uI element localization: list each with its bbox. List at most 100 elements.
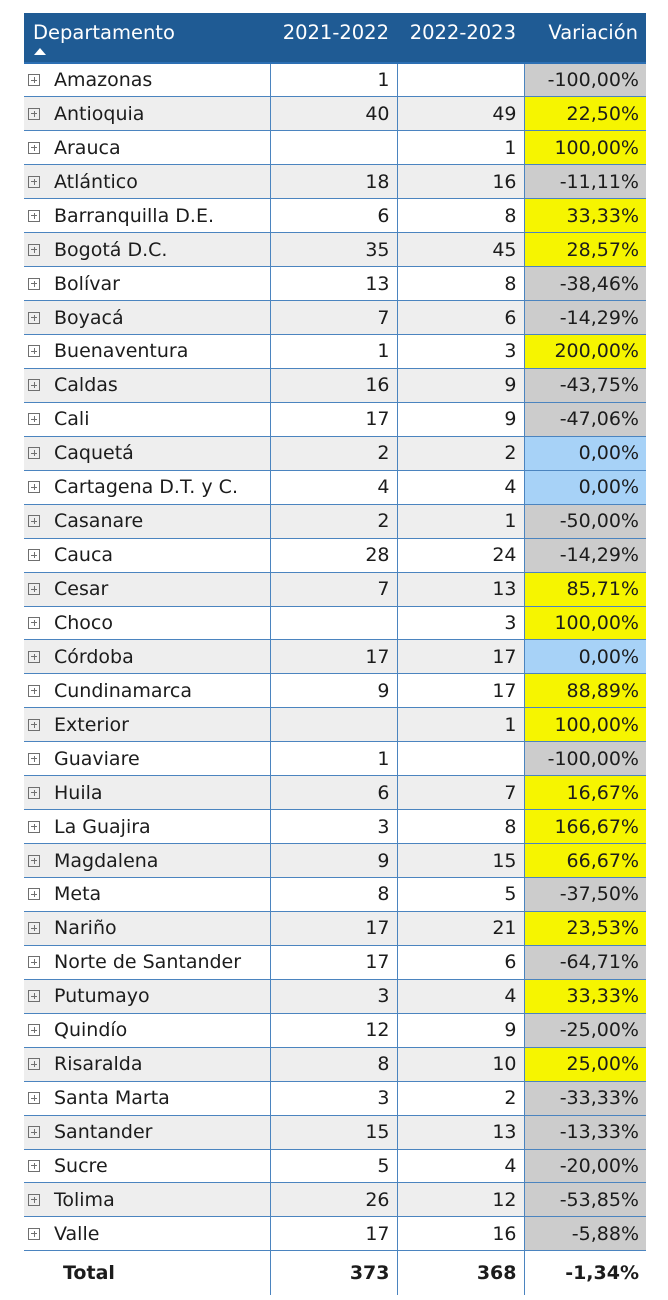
variacion-value: 28,57%	[523, 232, 646, 268]
matrix-visual: Departamento 2021-2022 2022-2023 Variaci…	[24, 13, 646, 1295]
departamento-label: Meta	[54, 883, 102, 906]
expand-plus-icon[interactable]	[28, 243, 40, 256]
expand-plus-icon[interactable]	[28, 107, 40, 120]
departamento-cell: Valle	[24, 1216, 270, 1252]
expand-plus-icon[interactable]	[28, 650, 40, 663]
value-2021-2022: 8	[269, 1047, 397, 1082]
expand-plus-icon[interactable]	[28, 515, 40, 528]
variacion-value: -100,00%	[523, 741, 646, 777]
value-2022-2023: 6	[396, 300, 524, 335]
expand-plus-icon[interactable]	[28, 413, 40, 426]
departamento-label: Norte de Santander	[54, 951, 242, 974]
expand-plus-icon[interactable]	[28, 345, 40, 358]
variacion-value: 22,50%	[523, 96, 646, 132]
table-row: Guaviare 1 -100,00%	[24, 741, 646, 777]
expand-plus-icon[interactable]	[28, 447, 40, 460]
table-row: Valle 17 16 -5,88%	[24, 1216, 646, 1252]
column-header-departamento[interactable]: Departamento	[24, 13, 270, 64]
value-2021-2022: 18	[269, 164, 397, 200]
table-row: Magdalena 9 15 66,67%	[24, 843, 646, 878]
variacion-value: -100,00%	[523, 63, 646, 98]
value-2021-2022	[269, 707, 397, 743]
expand-plus-icon[interactable]	[28, 277, 40, 290]
value-2021-2022: 35	[269, 232, 397, 268]
expand-plus-icon[interactable]	[28, 583, 40, 596]
value-2022-2023: 9	[396, 1013, 524, 1048]
expand-plus-icon[interactable]	[28, 549, 40, 562]
expand-plus-icon[interactable]	[28, 311, 40, 324]
value-2022-2023: 6	[396, 945, 524, 980]
expand-plus-icon[interactable]	[28, 888, 40, 901]
table-row: Bogotá D.C. 35 45 28,57%	[24, 232, 646, 268]
expand-plus-icon[interactable]	[28, 956, 40, 969]
departamento-cell: Barranquilla D.E.	[24, 198, 270, 234]
departamento-label: Quindío	[54, 1019, 128, 1042]
expand-plus-icon[interactable]	[28, 752, 40, 765]
variacion-value: 100,00%	[523, 606, 646, 641]
value-2022-2023: 12	[396, 1182, 524, 1218]
expand-plus-icon[interactable]	[28, 990, 40, 1003]
expand-plus-icon[interactable]	[28, 379, 40, 392]
expand-plus-icon[interactable]	[28, 141, 40, 154]
expand-plus-icon[interactable]	[28, 74, 40, 87]
expand-plus-icon[interactable]	[28, 1126, 40, 1139]
value-2022-2023: 8	[396, 198, 524, 234]
value-2021-2022: 17	[269, 1216, 397, 1252]
expand-plus-icon[interactable]	[28, 1193, 40, 1206]
value-2022-2023: 9	[396, 368, 524, 403]
table-row: Sucre 5 4 -20,00%	[24, 1149, 646, 1184]
departamento-label: Cali	[54, 408, 90, 431]
expand-plus-icon[interactable]	[28, 820, 40, 833]
departamento-cell: Arauca	[24, 130, 270, 166]
departamento-cell: Meta	[24, 877, 270, 912]
table-row: Norte de Santander 17 6 -64,71%	[24, 945, 646, 980]
value-2021-2022: 2	[269, 504, 397, 539]
departamento-cell: Córdoba	[24, 639, 270, 675]
departamento-label: Risaralda	[54, 1053, 143, 1076]
table-body: Amazonas 1 -100,00% Antioquia 40 49 22,50% Arau…	[24, 63, 646, 1252]
expand-plus-icon[interactable]	[28, 1159, 40, 1172]
variacion-value: -38,46%	[523, 266, 646, 302]
expand-plus-icon[interactable]	[28, 684, 40, 697]
expand-plus-icon[interactable]	[28, 175, 40, 188]
table-row: Meta 8 5 -37,50%	[24, 877, 646, 912]
value-2022-2023: 4	[396, 1149, 524, 1184]
expand-plus-icon[interactable]	[28, 854, 40, 867]
expand-plus-icon[interactable]	[28, 1058, 40, 1071]
value-2022-2023: 5	[396, 877, 524, 912]
column-header-2021-2022[interactable]: 2021-2022	[270, 13, 397, 64]
departamento-cell: Bolívar	[24, 266, 270, 302]
expand-plus-icon[interactable]	[28, 922, 40, 935]
departamento-cell: Boyacá	[24, 300, 270, 335]
departamento-cell: Nariño	[24, 911, 270, 946]
table-row: Cundinamarca 9 17 88,89%	[24, 673, 646, 709]
variacion-value: -50,00%	[523, 504, 646, 539]
expand-plus-icon[interactable]	[28, 1024, 40, 1037]
variacion-value: 200,00%	[523, 334, 646, 369]
expand-plus-icon[interactable]	[28, 481, 40, 494]
departamento-label: Sucre	[54, 1154, 108, 1177]
expand-plus-icon[interactable]	[28, 1227, 40, 1240]
expand-plus-icon[interactable]	[28, 1092, 40, 1105]
column-header-2022-2023[interactable]: 2022-2023	[397, 13, 524, 64]
column-header-variacion[interactable]: Variación	[524, 13, 646, 64]
value-2021-2022	[269, 606, 397, 641]
departamento-cell: Cundinamarca	[24, 673, 270, 709]
departamento-label: La Guajira	[54, 815, 151, 838]
value-2022-2023: 17	[396, 673, 524, 709]
value-2022-2023: 1	[396, 707, 524, 743]
expand-plus-icon[interactable]	[28, 616, 40, 629]
departamento-cell: Santa Marta	[24, 1081, 270, 1116]
value-2022-2023: 13	[396, 1115, 524, 1150]
variacion-value: 25,00%	[523, 1047, 646, 1082]
value-2021-2022: 16	[269, 368, 397, 403]
column-header-label: 2021-2022	[282, 21, 389, 44]
expand-plus-icon[interactable]	[28, 209, 40, 222]
departamento-label: Atlántico	[54, 170, 138, 193]
table-row: Caldas 16 9 -43,75%	[24, 368, 646, 403]
total-variacion: -1,34%	[523, 1250, 646, 1295]
value-2022-2023: 1	[396, 504, 524, 539]
expand-plus-icon[interactable]	[28, 786, 40, 799]
header-row: Departamento 2021-2022 2022-2023 Variaci…	[24, 13, 646, 64]
expand-plus-icon[interactable]	[28, 718, 40, 731]
